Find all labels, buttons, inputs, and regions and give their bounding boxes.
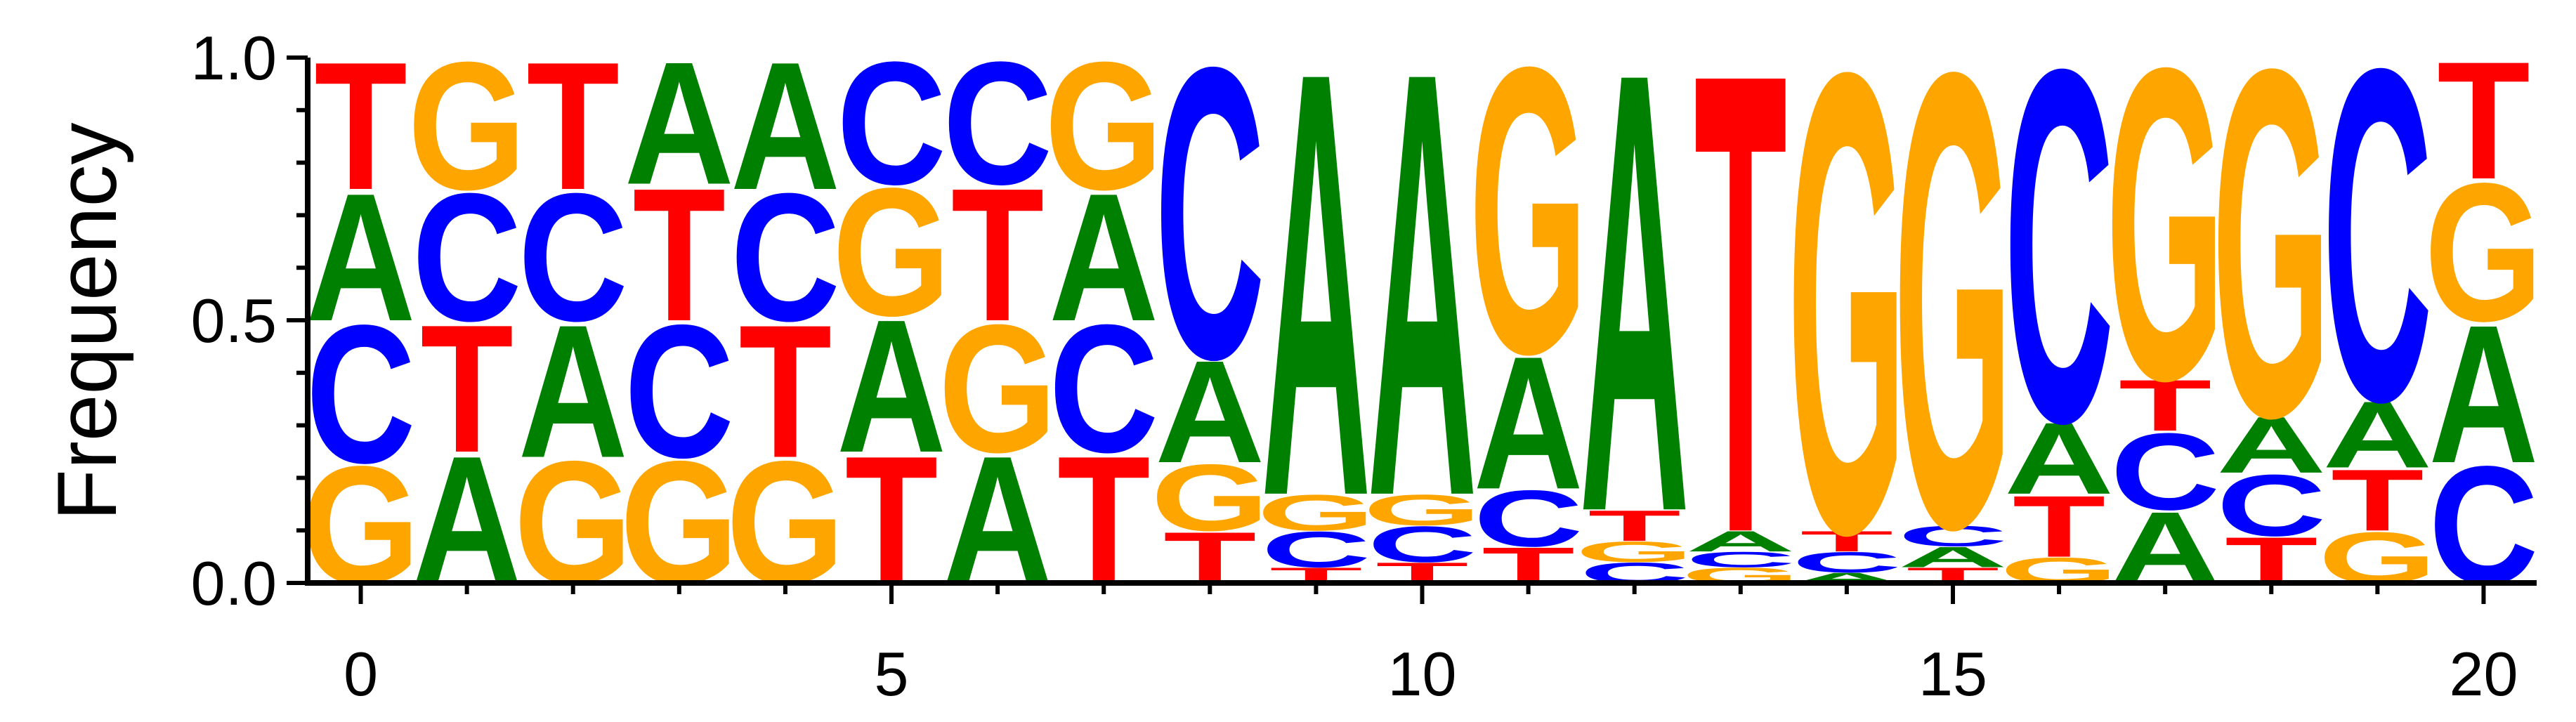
y-tick-label: 0.0	[191, 549, 277, 618]
y-tick-label: 1.0	[191, 23, 277, 93]
logo-letter-C-pos-18: C	[2216, 457, 2326, 554]
logo-letter-A-pos-7: A	[1049, 155, 1158, 359]
x-tick-label: 10	[1388, 639, 1457, 709]
logo-letter-T-pos-12: T	[1588, 501, 1681, 551]
logo-letter-A-pos-13: A	[1686, 525, 1796, 558]
logo-letter-T-pos-17: T	[2119, 365, 2211, 446]
y-tick-label: 0.5	[191, 286, 277, 355]
logo-letter-A-pos-8: A	[1155, 330, 1264, 493]
x-tick-label: 0	[344, 639, 378, 709]
logo-letter-A-pos-9: A	[1261, 0, 1371, 623]
logo-letter-C-pos-10: C	[1367, 516, 1477, 573]
logo-letter-G-pos-9: G	[1257, 485, 1375, 542]
logo-letter-G-pos-7: G	[1045, 24, 1163, 228]
logo-letter-A-pos-12: A	[1580, 0, 1689, 643]
logo-letter-A-pos-3: A	[625, 26, 734, 221]
y-axis-title: Frequency	[40, 123, 134, 521]
logo-letter-T-pos-0: T	[314, 24, 407, 228]
logo-letter-C-pos-11: C	[1473, 473, 1583, 563]
logo-letter-C-pos-16: C	[2004, 0, 2114, 527]
logo-letter-C-pos-7: C	[1049, 287, 1158, 490]
logo-letter-C-pos-1: C	[412, 155, 521, 359]
logo-letter-C-pos-9: C	[1261, 521, 1371, 578]
logo-letter-T-pos-20: T	[2437, 27, 2530, 214]
logo-letter-C-pos-8: C	[1155, 0, 1264, 446]
logo-letter-T-pos-16: T	[2013, 478, 2105, 575]
logo-letter-T-pos-3: T	[633, 148, 726, 360]
logo-letter-T-pos-2: T	[527, 24, 620, 228]
x-tick-label: 15	[1918, 639, 1987, 709]
logo-letter-G-pos-12: G	[1576, 536, 1694, 568]
y-ticks: 0.0 0.5 1.0	[191, 23, 308, 618]
logo-letter-G-pos-10: G	[1363, 485, 1481, 534]
logo-letter-G-pos-18: G	[2212, 0, 2330, 520]
logo-letter-T-pos-13: T	[1694, 0, 1787, 670]
logo-letter-C-pos-14: C	[1792, 546, 1902, 579]
x-ticks: 0 5 10 15 20	[344, 583, 2518, 709]
logo-letter-C-pos-4: C	[731, 155, 840, 359]
logo-letter-C-pos-13: C	[1686, 547, 1796, 572]
letter-stacks: GCATATCGGACTGCTAGTCATAGCAGTCTCAGTGACTCGA…	[301, 0, 2542, 670]
logo-letter-A-pos-11: A	[1473, 316, 1583, 528]
logo-letter-T-pos-19: T	[2331, 452, 2424, 549]
logo-letter-G-pos-8: G	[1151, 445, 1269, 551]
logo-letter-A-pos-2: A	[518, 284, 628, 497]
logo-letter-G-pos-17: G	[2106, 0, 2224, 473]
logo-letter-A-pos-16: A	[2004, 402, 2114, 516]
logo-letter-A-pos-18: A	[2216, 400, 2326, 490]
logo-letter-C-pos-2: C	[518, 155, 628, 359]
logo-letter-C-pos-5: C	[837, 26, 946, 221]
logo-letter-A-pos-15: A	[1898, 541, 2008, 573]
logo-letter-G-pos-14: G	[1788, 0, 1906, 670]
x-tick-label: 5	[875, 639, 909, 709]
logo-letter-A-pos-19: A	[2322, 382, 2432, 487]
logo-letter-A-pos-0: A	[306, 155, 415, 359]
logo-letter-C-pos-19: C	[2322, 0, 2432, 500]
logo-letter-G-pos-5: G	[832, 150, 950, 354]
logo-letter-G-pos-1: G	[407, 24, 525, 228]
logo-letter-C-pos-3: C	[625, 284, 734, 497]
logo-letter-A-pos-20: A	[2428, 284, 2538, 504]
logo-letter-C-pos-0: C	[306, 284, 415, 504]
logo-letter-C-pos-6: C	[943, 26, 1052, 221]
logo-letter-A-pos-4: A	[731, 24, 840, 228]
x-tick-label: 20	[2450, 639, 2518, 709]
logo-letter-T-pos-4: T	[739, 284, 832, 497]
logo-letter-A-pos-5: A	[837, 280, 946, 492]
logo-letter-T-pos-14: T	[1800, 525, 1893, 558]
logo-letter-G-pos-15: G	[1894, 0, 2012, 664]
logo-letter-G-pos-11: G	[1469, 0, 1587, 439]
logo-letter-T-pos-6: T	[951, 148, 1044, 360]
logo-letter-A-pos-10: A	[1367, 0, 1477, 623]
logo-letter-G-pos-6: G	[939, 287, 1057, 490]
logo-letter-G-pos-20: G	[2424, 143, 2542, 362]
logo-letter-C-pos-15: C	[1898, 520, 2008, 552]
logo-letter-C-pos-17: C	[2110, 410, 2220, 532]
logo-letter-T-pos-1: T	[421, 287, 514, 490]
